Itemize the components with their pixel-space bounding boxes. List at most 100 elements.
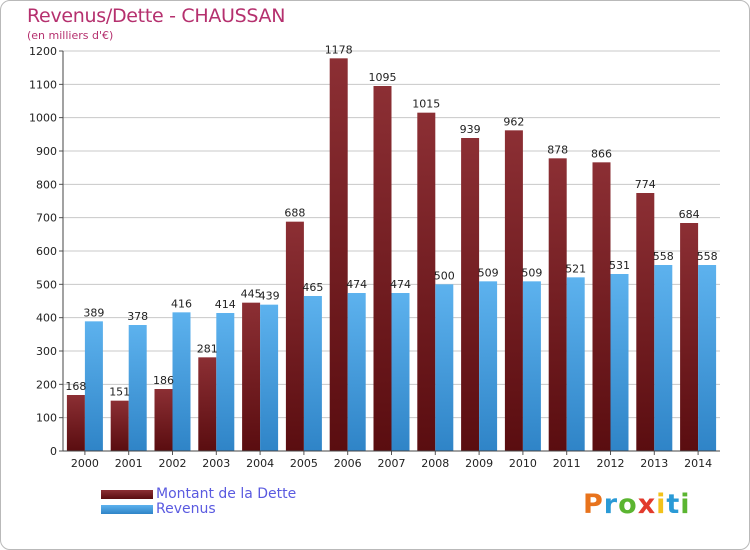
legend-swatch-revenus <box>101 505 153 514</box>
x-tick-label-2009: 2009 <box>465 457 493 470</box>
bar-debt-2001 <box>110 400 129 451</box>
bar-revenus-2013 <box>654 265 673 451</box>
chart-subtitle: (en milliers d'€) <box>27 29 114 42</box>
legend-swatch-debt <box>101 490 153 499</box>
x-tick-label-2001: 2001 <box>115 457 143 470</box>
bar-revenus-2012 <box>610 274 629 451</box>
data-label-revenus-2004: 439 <box>259 290 280 303</box>
bar-debt-2002 <box>154 389 173 451</box>
bar-debt-2011 <box>548 158 567 452</box>
legend-label-debt: Montant de la Dette <box>156 486 297 502</box>
x-tick-label-2004: 2004 <box>246 457 274 470</box>
data-label-debt-2000: 168 <box>65 380 86 393</box>
data-label-revenus-2000: 389 <box>83 306 104 319</box>
data-label-revenus-2013: 558 <box>653 250 674 263</box>
data-label-debt-2009: 939 <box>460 123 481 136</box>
y-tick-label: 800 <box>36 178 57 191</box>
chart-title: Revenus/Dette - CHAUSSAN <box>27 5 286 27</box>
bar-debt-2004 <box>242 302 261 451</box>
logo-letter: x <box>637 489 657 520</box>
bar-debt-2014 <box>680 223 699 451</box>
bar-revenus-2010 <box>522 281 541 451</box>
y-tick-label: 500 <box>36 278 57 291</box>
bar-debt-2008 <box>417 112 436 452</box>
bar-revenus-2007 <box>391 293 410 451</box>
x-tick-label-2014: 2014 <box>684 457 712 470</box>
data-label-debt-2008: 1015 <box>412 98 440 111</box>
data-label-debt-2002: 186 <box>153 374 174 387</box>
x-tick-label-2007: 2007 <box>378 457 406 470</box>
logo-letter: P <box>583 489 604 520</box>
bar-revenus-2000 <box>84 321 103 451</box>
x-tick-label-2010: 2010 <box>509 457 537 470</box>
x-tick-label-2011: 2011 <box>553 457 581 470</box>
bar-revenus-2009 <box>479 281 498 451</box>
bars-layer <box>66 58 717 452</box>
logo-letter: o <box>618 489 638 520</box>
x-tick-label-2002: 2002 <box>159 457 187 470</box>
y-tick-label: 1000 <box>29 112 57 125</box>
data-label-debt-2013: 774 <box>635 178 656 191</box>
bar-revenus-2003 <box>216 313 235 451</box>
data-label-revenus-2007: 474 <box>390 278 411 291</box>
legend-label-revenus: Revenus <box>156 501 216 517</box>
data-label-debt-2005: 688 <box>284 207 305 220</box>
x-tick-label-2008: 2008 <box>421 457 449 470</box>
bar-revenus-2002 <box>172 312 191 451</box>
x-tick-label-2000: 2000 <box>71 457 99 470</box>
x-tick-label-2012: 2012 <box>597 457 625 470</box>
logo-letter: t <box>666 489 681 520</box>
bar-debt-2007 <box>373 86 392 451</box>
bar-revenus-2005 <box>303 296 322 451</box>
data-label-revenus-2014: 558 <box>697 250 718 263</box>
data-label-revenus-2010: 509 <box>521 266 542 279</box>
bar-revenus-2001 <box>128 325 147 451</box>
data-label-revenus-2011: 521 <box>565 262 586 275</box>
proxiti-logo: Proxiti <box>583 489 691 520</box>
y-tick-label: 0 <box>50 445 57 458</box>
data-label-revenus-2012: 531 <box>609 259 630 272</box>
bar-revenus-2011 <box>566 277 585 451</box>
bar-debt-2012 <box>592 162 611 452</box>
bar-debt-2010 <box>504 130 523 452</box>
data-label-debt-2011: 878 <box>547 143 568 156</box>
bar-debt-2003 <box>198 357 217 451</box>
data-label-revenus-2001: 378 <box>127 310 148 323</box>
data-label-revenus-2008: 500 <box>434 269 455 282</box>
x-tick-label-2005: 2005 <box>290 457 318 470</box>
data-label-revenus-2002: 416 <box>171 297 192 310</box>
y-tick-label: 200 <box>36 378 57 391</box>
y-tick-label: 1200 <box>29 45 57 58</box>
x-tick-label-2013: 2013 <box>640 457 668 470</box>
logo-letter: i <box>680 489 691 520</box>
data-label-debt-2014: 684 <box>679 208 700 221</box>
data-label-debt-2007: 1095 <box>369 71 397 84</box>
data-label-debt-2010: 962 <box>503 115 524 128</box>
y-tick-label: 900 <box>36 145 57 158</box>
y-tick-label: 700 <box>36 212 57 225</box>
bar-revenus-2006 <box>347 293 366 451</box>
bar-debt-2009 <box>461 138 480 451</box>
logo-letter: r <box>603 489 619 520</box>
data-label-debt-2012: 866 <box>591 147 612 160</box>
bar-debt-2006 <box>329 58 348 451</box>
y-tick-label: 300 <box>36 345 57 358</box>
y-tick-label: 400 <box>36 312 57 325</box>
bar-revenus-2008 <box>435 284 454 451</box>
x-tick-label-2003: 2003 <box>202 457 230 470</box>
bar-debt-2005 <box>285 221 304 451</box>
data-label-debt-2006: 1178 <box>325 43 353 56</box>
bar-revenus-2014 <box>698 265 717 451</box>
data-label-debt-2001: 151 <box>109 386 130 399</box>
axis-layer: 0 100 200 300 400 500 600 700 800 900 1000 1100 1200… <box>29 45 720 470</box>
x-tick-label-2006: 2006 <box>334 457 362 470</box>
bar-revenus-2004 <box>260 304 279 451</box>
data-label-debt-2004: 445 <box>241 288 262 301</box>
y-tick-label: 600 <box>36 245 57 258</box>
data-label-revenus-2003: 414 <box>215 298 236 311</box>
data-label-revenus-2006: 474 <box>346 278 367 291</box>
data-label-revenus-2009: 509 <box>478 266 499 279</box>
